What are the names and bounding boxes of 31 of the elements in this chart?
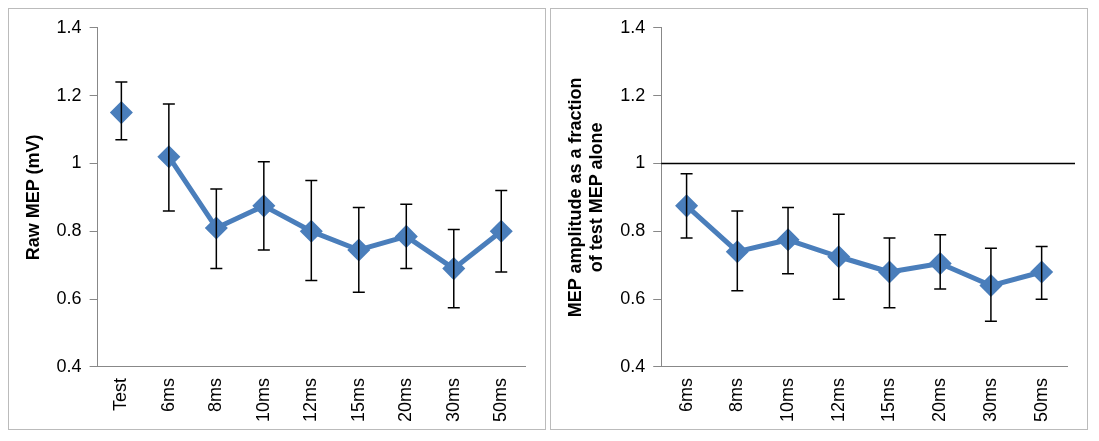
y-axis-title: Raw MEP (mV)	[22, 134, 43, 261]
x-tick-label: 6ms	[675, 377, 696, 412]
x-tick-label: 50ms	[1030, 377, 1051, 422]
y-tick-label: 0.8	[56, 220, 82, 241]
y-tick-label: 0.8	[620, 220, 646, 241]
x-tick-label: 12ms	[827, 377, 848, 422]
x-tick-label: 30ms	[979, 377, 1000, 422]
x-tick-label: 20ms	[395, 377, 416, 422]
x-tick-label: 20ms	[929, 377, 950, 422]
y-tick-label: 1.4	[56, 16, 82, 37]
y-tick-label: 0.4	[620, 355, 646, 376]
y-tick-label: 1	[635, 152, 646, 173]
x-tick-label: 50ms	[490, 377, 511, 422]
x-tick-label: 15ms	[347, 377, 368, 422]
x-tick-label: Test	[110, 377, 131, 411]
x-tick-label: 10ms	[252, 377, 273, 422]
y-tick-label: 1	[71, 152, 82, 173]
x-tick-label: 8ms	[726, 377, 747, 412]
y-tick-label: 1.4	[620, 16, 646, 37]
x-tick-label: 8ms	[205, 377, 226, 412]
y-tick-label: 1.2	[620, 84, 646, 105]
y-tick-label: 0.4	[56, 355, 82, 376]
x-tick-label: 12ms	[300, 377, 321, 422]
x-tick-label: 6ms	[157, 377, 178, 412]
y-tick-label: 0.6	[620, 288, 646, 309]
x-tick-label: 15ms	[878, 377, 899, 422]
y-axis-title: MEP amplitude as a fraction of test MEP alone	[564, 77, 607, 318]
y-tick-label: 1.2	[56, 84, 82, 105]
y-tick-label: 0.6	[56, 288, 82, 309]
x-tick-label: 30ms	[442, 377, 463, 422]
x-tick-label: 10ms	[777, 377, 797, 422]
